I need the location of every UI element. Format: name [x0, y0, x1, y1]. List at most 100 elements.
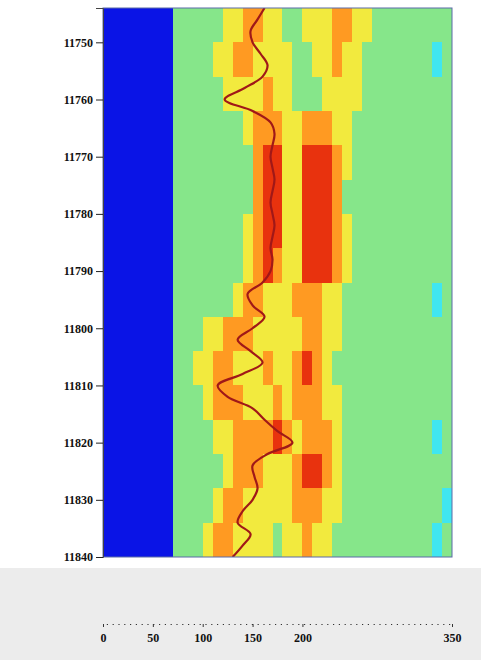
- heatmap-cell: [183, 180, 194, 215]
- heatmap-cell: [203, 385, 214, 420]
- heatmap-cell: [402, 214, 413, 249]
- heatmap-cell: [352, 214, 363, 249]
- heatmap-cell: [292, 283, 303, 318]
- heatmap-cell: [332, 385, 343, 420]
- heatmap-cell: [442, 180, 452, 215]
- heatmap-cell: [282, 145, 293, 180]
- heatmap-cell: [412, 180, 423, 215]
- heatmap-cell: [193, 454, 204, 489]
- heatmap-cell: [372, 8, 383, 43]
- heatmap-cell: [292, 145, 303, 180]
- heatmap-cell: [193, 145, 204, 180]
- heatmap-cell: [203, 180, 214, 215]
- heatmap-cell: [332, 351, 343, 386]
- heatmap-cell: [203, 488, 214, 523]
- heatmap-cell: [282, 214, 293, 249]
- heatmap-cell: [382, 111, 393, 146]
- heatmap-cell: [223, 214, 234, 249]
- heatmap-cell: [183, 111, 194, 146]
- heatmap-cell: [382, 488, 393, 523]
- heatmap-cell: [372, 420, 383, 455]
- heatmap-cell: [342, 77, 353, 112]
- heatmap-cell: [362, 8, 373, 43]
- heatmap-cell: [322, 283, 333, 318]
- heatmap-cell: [273, 283, 284, 318]
- heatmap-cell: [203, 317, 214, 352]
- heatmap-cell: [362, 317, 373, 352]
- heatmap-cell: [213, 488, 224, 523]
- heatmap-cell: [442, 351, 452, 386]
- heatmap-cell: [282, 351, 293, 386]
- heatmap-cell: [442, 111, 452, 146]
- heatmap-cell: [412, 351, 423, 386]
- heatmap-cell: [402, 8, 413, 43]
- heatmap-cell: [342, 180, 353, 215]
- heatmap-cell: [312, 454, 323, 489]
- heatmap-cell: [392, 523, 403, 557]
- heatmap-cell: [223, 180, 234, 215]
- heatmap-cell: [392, 283, 403, 318]
- heatmap-cell: [302, 488, 313, 523]
- heatmap-cell: [103, 214, 173, 249]
- heatmap-cell: [442, 317, 452, 352]
- heatmap-cell: [332, 42, 343, 77]
- y-tick-label: 11820: [64, 436, 93, 450]
- heatmap-cell: [372, 180, 383, 215]
- heatmap-cell: [392, 248, 403, 283]
- heatmap-cell: [263, 488, 274, 523]
- heatmap-cell: [282, 111, 293, 146]
- heatmap-cell: [372, 385, 383, 420]
- heatmap-cell: [253, 180, 264, 215]
- heatmap-cell: [382, 420, 393, 455]
- heatmap-cell: [183, 214, 194, 249]
- heatmap-cell: [322, 180, 333, 215]
- heatmap-cell: [193, 283, 204, 318]
- heatmap-cell: [362, 214, 373, 249]
- y-tick: 11750: [64, 36, 103, 50]
- y-tick: 11770: [64, 150, 103, 164]
- heatmap-cell: [213, 454, 224, 489]
- heatmap-cell: [412, 454, 423, 489]
- heatmap-cell: [422, 180, 433, 215]
- heatmap-cell: [332, 77, 343, 112]
- y-tick-mark: [96, 500, 103, 501]
- heatmap-cell: [372, 214, 383, 249]
- heatmap-cell: [193, 385, 204, 420]
- heatmap-cell: [193, 214, 204, 249]
- plot-frame: [103, 8, 452, 557]
- x-tick-mark: [302, 624, 303, 627]
- heatmap-cell: [332, 180, 343, 215]
- y-tick-mark: [96, 328, 103, 329]
- heatmap-cell: [412, 145, 423, 180]
- heatmap-cell: [183, 488, 194, 523]
- heatmap-cell: [292, 420, 303, 455]
- heatmap-cell: [402, 523, 413, 557]
- heatmap-cell: [173, 283, 184, 318]
- heatmap-cell: [342, 283, 353, 318]
- heatmap-cell: [193, 488, 204, 523]
- heatmap-cell: [422, 111, 433, 146]
- heatmap-cell: [382, 385, 393, 420]
- heatmap-cell: [432, 420, 443, 455]
- heatmap-cell: [382, 77, 393, 112]
- heatmap-cell: [243, 385, 254, 420]
- heatmap-cell: [223, 111, 234, 146]
- heatmap-cell: [302, 385, 313, 420]
- heatmap-cell: [302, 420, 313, 455]
- heatmap-cell: [332, 111, 343, 146]
- heatmap-cell: [362, 42, 373, 77]
- heatmap-cell: [342, 8, 353, 43]
- heatmap-cell: [213, 42, 224, 77]
- heatmap-cell: [322, 454, 333, 489]
- heatmap-cell: [322, 317, 333, 352]
- heatmap-cell: [322, 488, 333, 523]
- heatmap-cell: [282, 77, 293, 112]
- heatmap-cell: [173, 454, 184, 489]
- heatmap-cell: [332, 214, 343, 249]
- heatmap-cell: [312, 351, 323, 386]
- heatmap-cell: [352, 351, 363, 386]
- heatmap-cell: [322, 111, 333, 146]
- heatmap-cell: [312, 420, 323, 455]
- heatmap-cell: [372, 488, 383, 523]
- heatmap-cell: [103, 248, 173, 283]
